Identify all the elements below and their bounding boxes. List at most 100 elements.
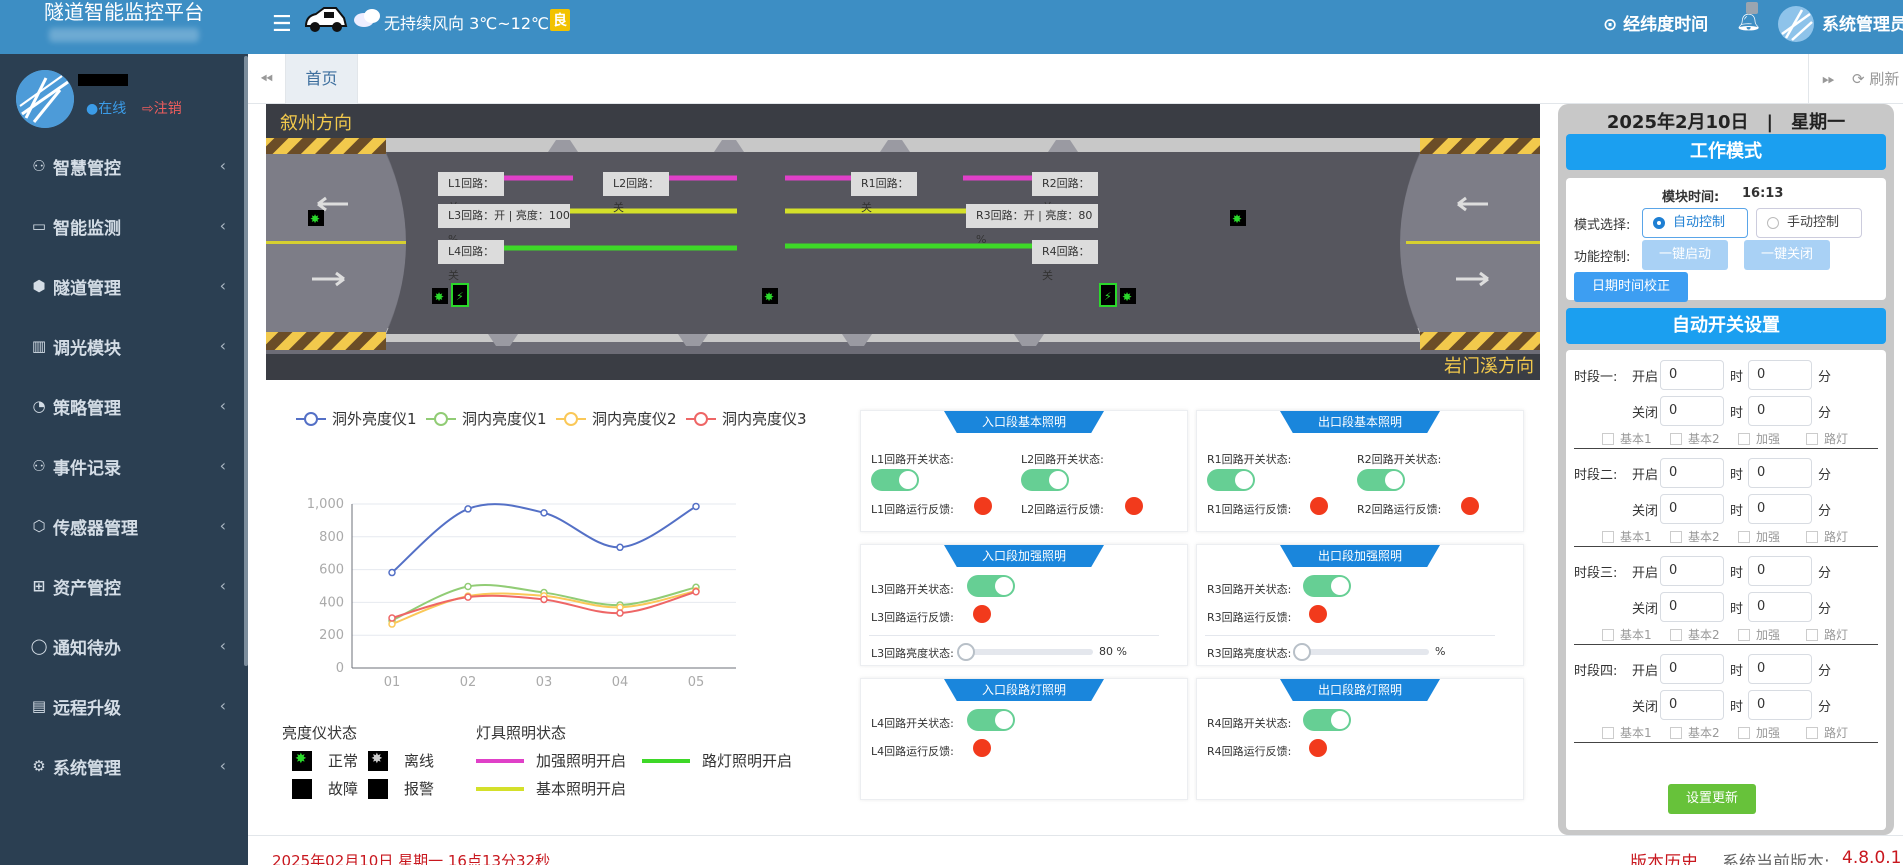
l3-slider-knob[interactable] — [957, 643, 975, 661]
period-1-close-minute[interactable]: 0 — [1748, 494, 1812, 524]
period-1-option-1-checkbox[interactable]: 基本2 — [1670, 528, 1720, 545]
sidebar-item-label: 智慧管控 — [53, 158, 121, 179]
tab-home[interactable]: 首页 — [286, 54, 358, 104]
period-1-close-hour[interactable]: 0 — [1660, 494, 1724, 524]
logout-link[interactable]: ⇨注销 — [142, 101, 182, 117]
loop-r4-label[interactable]: R4回路：关 — [1032, 240, 1098, 282]
sidebar-item-4[interactable]: ◔ 策略管理 ‹ — [0, 376, 248, 436]
sidebar-item-7[interactable]: ⊞ 资产管控 ‹ — [0, 556, 248, 616]
one-key-stop-button[interactable]: 一键关闭 — [1744, 240, 1830, 270]
period-0-close-minute[interactable]: 0 — [1748, 396, 1812, 426]
l1-switch-label: L1回路开关状态: — [871, 453, 954, 466]
sidebar-scrollbar[interactable] — [244, 56, 248, 666]
r4-switch-toggle[interactable] — [1303, 709, 1351, 731]
lonlat-time-button[interactable]: ⊙ 经纬度时间 — [1603, 15, 1709, 35]
loop-r1-label[interactable]: R1回路：关 — [851, 172, 917, 214]
period-2-open-hour[interactable]: 0 — [1660, 556, 1724, 586]
l3-switch-toggle[interactable] — [967, 575, 1015, 597]
l1-switch-toggle[interactable] — [871, 469, 919, 491]
period-0-open-hour[interactable]: 0 — [1660, 360, 1724, 390]
period-3-open-minute[interactable]: 0 — [1748, 654, 1812, 684]
legend-series-4[interactable]: 洞内亮度仪3 — [686, 408, 807, 429]
period-2-close-hour[interactable]: 0 — [1660, 592, 1724, 622]
sidebar-item-3[interactable]: ▥ 调光模块 ‹ — [0, 316, 248, 376]
period-1-option-3-checkbox[interactable]: 路灯 — [1806, 528, 1848, 545]
datetime-calibrate-button[interactable]: 日期时间校正 — [1574, 272, 1688, 302]
refresh-button[interactable]: ⟳ 刷新 — [1852, 70, 1900, 88]
period-1-open-hour[interactable]: 0 — [1660, 458, 1724, 488]
r2-switch-toggle[interactable] — [1357, 469, 1405, 491]
version-history-link[interactable]: 版本历史 — [1630, 853, 1698, 865]
r3-feedback-dot — [1309, 605, 1327, 623]
l4-switch-toggle[interactable] — [967, 709, 1015, 731]
loop-l3-label[interactable]: L3回路：开 | 亮度：100 % — [438, 204, 570, 246]
admin-name[interactable]: 系统管理员 — [1822, 15, 1903, 35]
l3-brightness-value: 80 % — [1099, 645, 1127, 658]
period-2-option-0-checkbox[interactable]: 基本1 — [1602, 626, 1652, 643]
manual-control-radio[interactable]: 手动控制 — [1756, 208, 1862, 238]
legend-series-2[interactable]: 洞内亮度仪1 — [426, 408, 547, 429]
r3-slider-knob[interactable] — [1293, 643, 1311, 661]
l4-feedback-label: L4回路运行反馈: — [871, 745, 954, 758]
period-3-option-1-checkbox[interactable]: 基本2 — [1670, 724, 1720, 741]
sidebar-item-2[interactable]: ⬢ 隧道管理 ‹ — [0, 256, 248, 316]
dashboard-icon: ◔ — [32, 397, 46, 415]
menu-toggle-icon[interactable]: ☰ — [272, 12, 292, 37]
sidebar-item-5[interactable]: ⚇ 事件记录 ‹ — [0, 436, 248, 496]
r3-brightness-slider[interactable] — [1293, 643, 1429, 661]
loop-r3-label[interactable]: R3回路：开 | 亮度：80 % — [966, 204, 1098, 246]
period-3-close-label: 关闭 — [1632, 700, 1659, 715]
period-0-option-3-checkbox[interactable]: 路灯 — [1806, 430, 1848, 447]
r3-switch-toggle[interactable] — [1303, 575, 1351, 597]
loop-l4-label[interactable]: L4回路：关 — [438, 240, 504, 282]
l3-brightness-slider[interactable] — [957, 643, 1093, 661]
car-icon — [302, 4, 348, 38]
l3-feedback-dot — [973, 605, 991, 623]
right-panel: 2025年2月10日 | 星期一 工作模式 模块时间: 16:13 模式选择: … — [1558, 104, 1894, 835]
period-3-option-2-checkbox[interactable]: 加强 — [1738, 724, 1780, 741]
l2-switch-toggle[interactable] — [1021, 469, 1069, 491]
period-0-close-hour[interactable]: 0 — [1660, 396, 1724, 426]
update-settings-button[interactable]: 设置更新 — [1668, 784, 1756, 814]
period-2-option-3-checkbox[interactable]: 路灯 — [1806, 626, 1848, 643]
period-2-close-minute[interactable]: 0 — [1748, 592, 1812, 622]
sidebar-item-9[interactable]: ▤ 远程升级 ‹ — [0, 676, 248, 736]
period-2-option-2-checkbox[interactable]: 加强 — [1738, 626, 1780, 643]
loop-l2-label[interactable]: L2回路：关 — [603, 172, 669, 214]
period-1-open-minute[interactable]: 0 — [1748, 458, 1812, 488]
gift-icon: ⊞ — [32, 577, 46, 595]
admin-avatar[interactable] — [1778, 6, 1814, 42]
sidebar-item-0[interactable]: ⚇ 智慧管控 ‹ — [0, 136, 248, 196]
period-3-option-3-checkbox[interactable]: 路灯 — [1806, 724, 1848, 741]
period-3-close-hour[interactable]: 0 — [1660, 690, 1724, 720]
tab-scroll-right-icon[interactable]: ⏩︎ — [1808, 54, 1848, 104]
period-1-option-0-checkbox[interactable]: 基本1 — [1602, 528, 1652, 545]
hour-unit: 时 — [1730, 664, 1744, 679]
auto-control-radio[interactable]: 自动控制 — [1642, 208, 1748, 238]
period-2-open-minute[interactable]: 0 — [1748, 556, 1812, 586]
sidebar-item-1[interactable]: ▭ 智能监测 ‹ — [0, 196, 248, 256]
legend-series-1[interactable]: 洞外亮度仪1 — [296, 408, 417, 429]
period-0-open-minute[interactable]: 0 — [1748, 360, 1812, 390]
period-1-option-2-checkbox[interactable]: 加强 — [1738, 528, 1780, 545]
legend-series-3[interactable]: 洞内亮度仪2 — [556, 408, 677, 429]
loop-r2-label[interactable]: R2回路：关 — [1032, 172, 1098, 214]
period-0-option-2-checkbox[interactable]: 加强 — [1738, 430, 1780, 447]
series-point-3 — [616, 609, 624, 617]
period-0-option-0-checkbox[interactable]: 基本1 — [1602, 430, 1652, 447]
period-3-open-hour[interactable]: 0 — [1660, 654, 1724, 684]
panel-title: 出口段路灯照明 — [1280, 679, 1440, 701]
sidebar-item-6[interactable]: ⬡ 传感器管理 ‹ — [0, 496, 248, 556]
period-2-option-1-checkbox[interactable]: 基本2 — [1670, 626, 1720, 643]
r1-switch-toggle[interactable] — [1207, 469, 1255, 491]
period-3-option-0-checkbox[interactable]: 基本1 — [1602, 724, 1652, 741]
loop-l1-label[interactable]: L1回路：关 — [438, 172, 504, 214]
panel-title: 出口段加强照明 — [1280, 545, 1440, 567]
period-3-close-minute[interactable]: 0 — [1748, 690, 1812, 720]
period-0-option-1-checkbox[interactable]: 基本2 — [1670, 430, 1720, 447]
sidebar-item-8[interactable]: ◯ 通知待办 ‹ — [0, 616, 248, 676]
period-divider — [1574, 742, 1878, 743]
one-key-start-button[interactable]: 一键启动 — [1642, 240, 1728, 270]
sidebar-item-10[interactable]: ⚙ 系统管理 ‹ — [0, 736, 248, 796]
tab-scroll-left-icon[interactable]: ⏪︎ — [248, 54, 286, 104]
